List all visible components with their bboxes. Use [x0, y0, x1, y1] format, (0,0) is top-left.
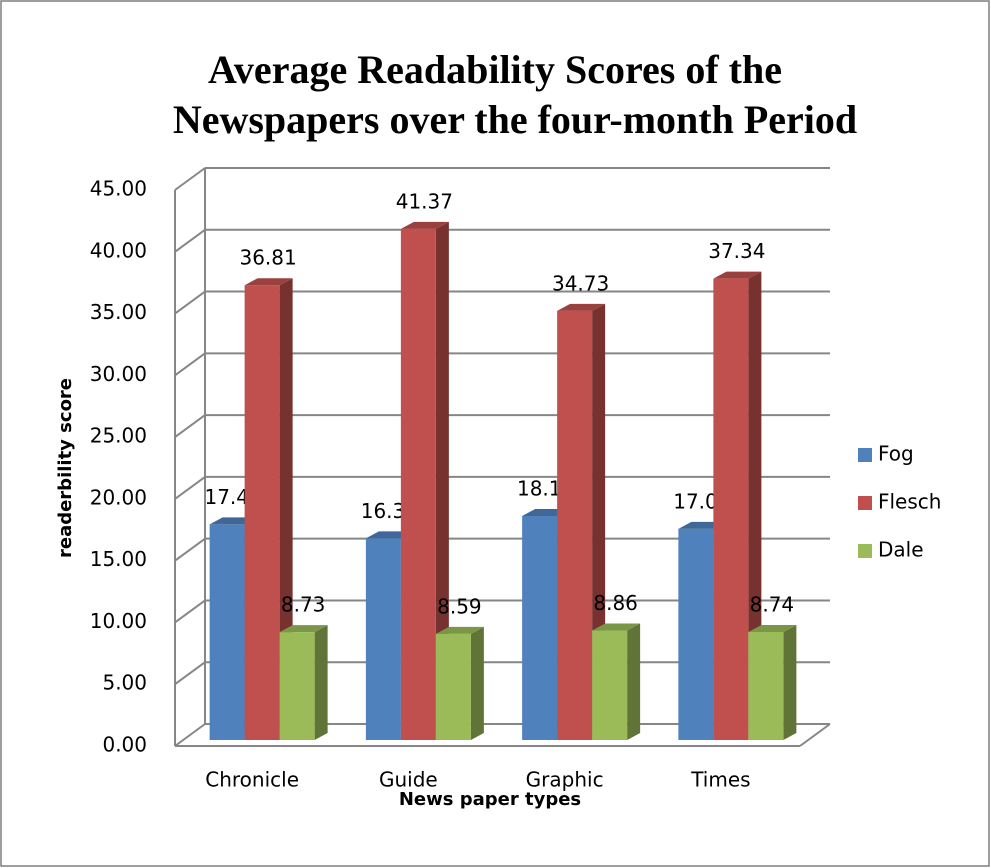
- y-tick-label: 25.00: [90, 424, 147, 448]
- y-axis-title: readerbility score: [55, 378, 76, 558]
- y-tick-label: 30.00: [90, 362, 147, 386]
- legend-label: Fog: [878, 442, 914, 466]
- bar: [713, 278, 749, 740]
- data-label: 36.81: [239, 246, 296, 270]
- grid-line: [174, 476, 206, 500]
- grid-line: [174, 414, 206, 438]
- grid-line: [174, 352, 206, 377]
- y-tick-label: 10.00: [90, 609, 147, 633]
- bar-side: [627, 623, 641, 740]
- bar-top: [592, 623, 641, 631]
- bar-top: [557, 303, 606, 311]
- bar-side: [279, 278, 293, 740]
- data-label: 8.73: [281, 593, 326, 617]
- bar: [435, 633, 471, 740]
- bar-top: [400, 221, 449, 229]
- floor-edge: [799, 723, 831, 747]
- y-tick-label: 15.00: [90, 547, 147, 571]
- bar: [209, 524, 245, 740]
- y-tick-label: 0.00: [102, 733, 147, 757]
- chart-title: Newspapers over the four-month Period: [173, 97, 857, 142]
- legend-label: Flesch: [878, 490, 941, 514]
- x-tick-label: Times: [690, 768, 750, 792]
- bar-top: [713, 271, 762, 279]
- grid-line: [174, 290, 206, 315]
- data-label: 34.73: [552, 271, 609, 295]
- x-tick-label: Graphic: [526, 768, 604, 792]
- legend-swatch: [858, 544, 872, 558]
- data-label: 8.74: [750, 593, 795, 617]
- x-tick-label: Chronicle: [205, 768, 299, 792]
- legend-swatch: [858, 448, 872, 462]
- data-label: 37.34: [708, 239, 765, 263]
- bar: [522, 515, 558, 740]
- x-tick-label: Guide: [379, 768, 438, 792]
- bar-side: [470, 626, 484, 740]
- grid-line: [174, 661, 206, 686]
- grid-line: [174, 167, 206, 191]
- bar: [365, 538, 401, 740]
- legend-label: Dale: [878, 538, 924, 562]
- grid-line: [174, 537, 206, 562]
- bar: [592, 630, 628, 740]
- grid-line: [174, 228, 206, 253]
- bar-top: [279, 625, 328, 633]
- bar-side: [783, 625, 797, 740]
- bar: [279, 632, 315, 740]
- bar-top: [244, 278, 293, 286]
- bar-top: [435, 626, 484, 634]
- x-axis-title: News paper types: [399, 789, 581, 810]
- legend-swatch: [858, 496, 872, 510]
- data-label: 8.59: [437, 594, 482, 618]
- bar: [400, 228, 436, 741]
- y-tick-label: 35.00: [90, 300, 147, 324]
- y-tick-label: 45.00: [90, 177, 147, 201]
- y-tick-label: 40.00: [90, 238, 147, 262]
- data-label: 41.37: [396, 189, 453, 213]
- y-tick-label: 20.00: [90, 485, 147, 509]
- chart-title: Average Readability Scores of the: [208, 47, 782, 92]
- grid-line: [174, 599, 206, 624]
- bar-side: [314, 625, 328, 740]
- bar-top: [748, 625, 797, 633]
- bar: [748, 632, 784, 740]
- bar: [244, 285, 280, 740]
- y-tick-label: 5.00: [102, 671, 147, 695]
- bar-side: [435, 221, 449, 741]
- bar: [678, 528, 714, 740]
- bar: [557, 310, 593, 740]
- data-label: 8.86: [593, 591, 638, 615]
- bar-side: [748, 271, 762, 740]
- grid-line: [174, 723, 206, 747]
